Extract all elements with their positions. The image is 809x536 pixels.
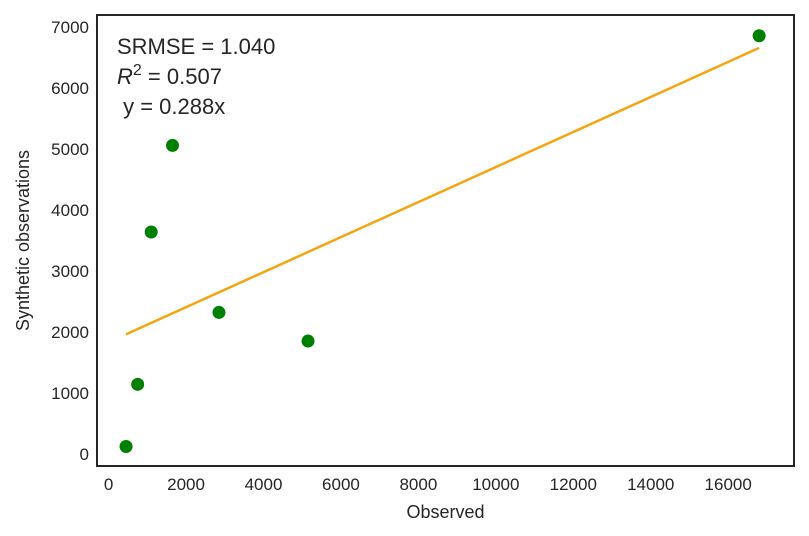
- srmse-annotation: SRMSE = 1.040: [117, 34, 275, 59]
- scatter-point: [131, 377, 145, 391]
- plot-frame: [96, 14, 795, 467]
- equation-annotation: y = 0.288x: [117, 94, 225, 119]
- y-tick-label: 0: [80, 445, 89, 464]
- r2-exponent: 2: [133, 62, 142, 79]
- scatter-point: [212, 305, 226, 319]
- x-tick-label: 6000: [322, 475, 360, 494]
- y-axis-ticks: 0 1000 2000 3000 4000 5000 6000 7000: [51, 18, 89, 464]
- x-tick-label: 0: [104, 475, 113, 494]
- fit-line: [125, 46, 760, 336]
- x-tick-label: 14000: [627, 475, 674, 494]
- x-axis-label: Observed: [406, 502, 484, 522]
- y-tick-label: 4000: [51, 201, 89, 220]
- x-axis-ticks: 0 2000 4000 6000 8000 10000 12000 14000 16000: [104, 475, 752, 494]
- y-tick-label: 6000: [51, 79, 89, 98]
- scatter-point: [752, 29, 766, 43]
- scatter-points: [119, 29, 766, 453]
- scatter-point: [166, 138, 180, 152]
- scatter-point: [301, 334, 315, 348]
- y-axis-label: Synthetic observations: [13, 150, 33, 331]
- x-tick-label: 4000: [245, 475, 283, 494]
- y-tick-label: 5000: [51, 140, 89, 159]
- y-tick-label: 1000: [51, 384, 89, 403]
- y-tick-label: 7000: [51, 18, 89, 37]
- x-tick-label: 8000: [399, 475, 437, 494]
- x-tick-label: 12000: [550, 475, 597, 494]
- scatter-point: [119, 439, 133, 453]
- x-tick-label: 10000: [472, 475, 519, 494]
- y-tick-label: 2000: [51, 323, 89, 342]
- r2-symbol: R: [117, 64, 133, 89]
- r2-annotation: R2 = 0.507: [117, 62, 222, 89]
- x-tick-label: 16000: [705, 475, 752, 494]
- y-tick-label: 3000: [51, 262, 89, 281]
- scatter-point: [144, 225, 158, 239]
- r2-value: = 0.507: [142, 64, 222, 89]
- plot-area: 0 2000 4000 6000 8000 10000 12000 14000 16000 0 1…: [51, 14, 795, 494]
- x-tick-label: 2000: [167, 475, 205, 494]
